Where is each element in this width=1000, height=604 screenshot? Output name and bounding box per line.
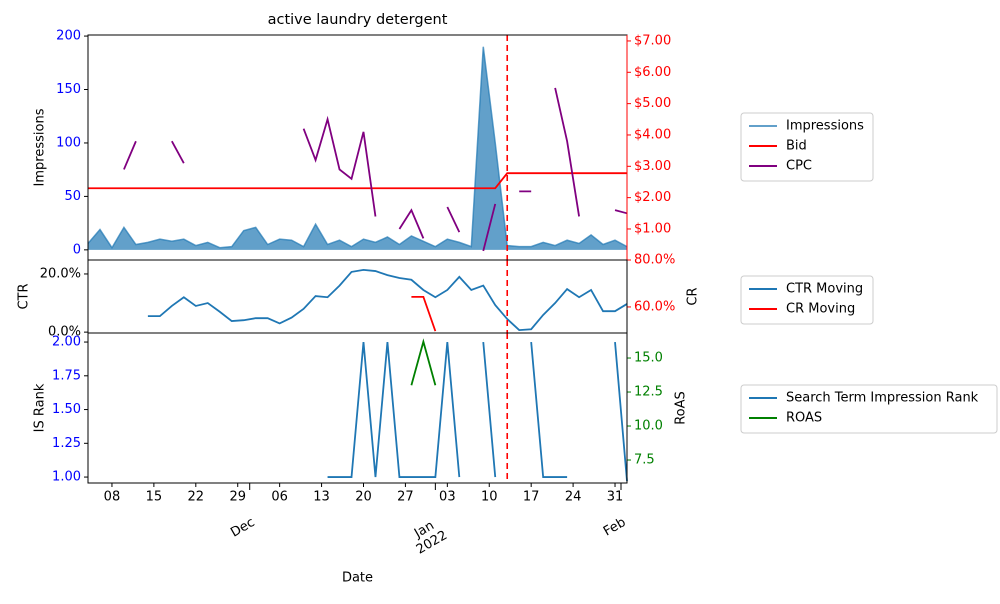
y-tick-label: 0.0% bbox=[48, 325, 81, 340]
y2-tick-label: $6.00 bbox=[634, 65, 671, 80]
y2-axis-label: RoAS bbox=[674, 391, 689, 425]
legend-label: Bid bbox=[786, 139, 807, 154]
x-tick-label: 06 bbox=[271, 490, 288, 505]
legend-box bbox=[740, 384, 998, 434]
chart-title: active laundry detergent bbox=[268, 12, 448, 28]
y-tick-label: 1.50 bbox=[52, 402, 81, 417]
x-tick-label: 29 bbox=[229, 490, 246, 505]
legend-label: CR Moving bbox=[786, 302, 855, 317]
y2-tick-label: 10.0 bbox=[634, 419, 663, 434]
y-tick-label: 150 bbox=[56, 82, 81, 97]
y2-tick-label: $3.00 bbox=[634, 159, 671, 174]
x-tick-label: 17 bbox=[523, 490, 540, 505]
x-tick-label: 15 bbox=[146, 490, 163, 505]
legend-label: Search Term Impression Rank bbox=[786, 391, 979, 406]
line bbox=[88, 172, 627, 190]
y2-tick-label: 12.5 bbox=[634, 385, 663, 400]
y2-tick-label: $5.00 bbox=[634, 96, 671, 111]
y-tick-label: 200 bbox=[56, 29, 81, 44]
y2-tick-label: $1.00 bbox=[634, 221, 671, 236]
legend-label: CPC bbox=[786, 159, 812, 174]
line bbox=[327, 341, 628, 482]
legend-label: ROAS bbox=[786, 411, 822, 426]
y2-tick-label: $2.00 bbox=[634, 190, 671, 205]
y-tick-label: 100 bbox=[56, 135, 81, 150]
y-tick-label: 0 bbox=[73, 242, 81, 257]
plot-frame bbox=[87, 34, 628, 261]
y2-tick-label: $7.00 bbox=[634, 33, 671, 48]
y-tick-label: 1.25 bbox=[52, 436, 81, 451]
legend-label: CTR Moving bbox=[786, 282, 863, 297]
y2-tick-label: 15.0 bbox=[634, 351, 663, 366]
y-axis-label: IS Rank bbox=[33, 383, 48, 432]
y2-axis-label: CR bbox=[686, 287, 701, 305]
line bbox=[410, 338, 437, 386]
y2-tick-label: 7.5 bbox=[634, 453, 655, 468]
y-tick-label: 1.00 bbox=[52, 470, 81, 485]
line bbox=[123, 87, 628, 252]
x-tick-label: 27 bbox=[397, 490, 414, 505]
x-tick-label: 31 bbox=[607, 490, 624, 505]
y-axis-label: CTR bbox=[17, 283, 32, 309]
y-tick-label: 2.00 bbox=[52, 335, 81, 350]
y-axis-label: Impressions bbox=[33, 108, 48, 186]
legend-label: Impressions bbox=[786, 119, 864, 134]
line bbox=[147, 268, 628, 332]
y2-tick-label: 60.0% bbox=[634, 299, 675, 314]
x-tick-label: 24 bbox=[565, 490, 582, 505]
x-tick-label: 13 bbox=[313, 490, 330, 505]
x-tick-label: 03 bbox=[439, 490, 456, 505]
x-tick-label: 08 bbox=[104, 490, 121, 505]
y-tick-label: 20.0% bbox=[40, 266, 81, 281]
x-tick-label: 20 bbox=[355, 490, 372, 505]
line bbox=[87, 46, 628, 250]
x-axis-label: Date bbox=[342, 571, 373, 586]
legend-box bbox=[740, 112, 874, 182]
y2-tick-label: 80.0% bbox=[634, 253, 675, 268]
y2-tick-label: $4.00 bbox=[634, 127, 671, 142]
y-tick-label: 1.75 bbox=[52, 368, 81, 383]
y-tick-label: 50 bbox=[64, 189, 81, 204]
area bbox=[88, 46, 627, 250]
x-tick-label: 10 bbox=[481, 490, 498, 505]
line bbox=[411, 295, 437, 332]
x-tick-label: 22 bbox=[188, 490, 205, 505]
